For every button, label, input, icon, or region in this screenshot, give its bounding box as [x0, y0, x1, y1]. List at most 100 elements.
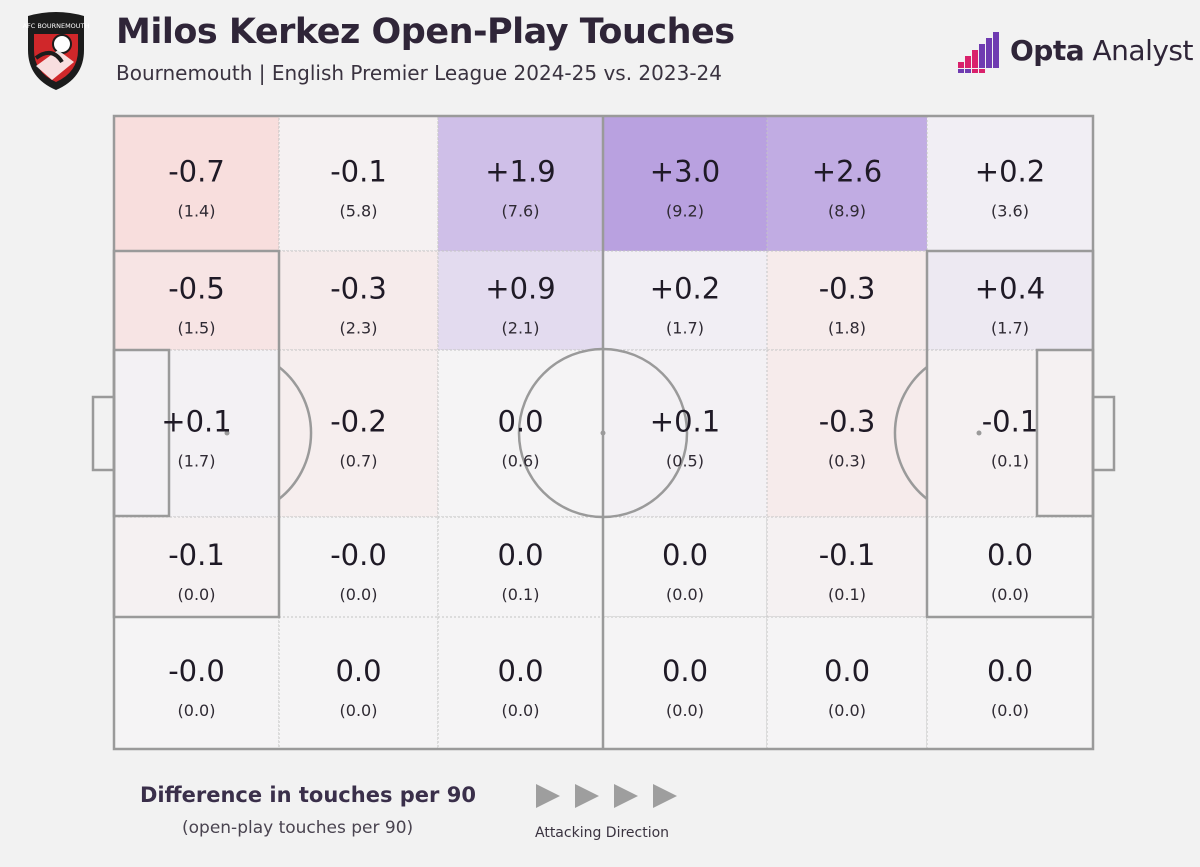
cell-diff-value: +0.2 — [975, 155, 1045, 189]
left-goal — [91, 395, 116, 472]
cell-diff-value: 0.0 — [662, 538, 708, 572]
cell-labels: -0.7 (1.4) -0.1 (5.8) +1.9 (7.6) +3.0 (9.2) +2.6… — [161, 155, 1045, 721]
play-arrow-icon — [575, 784, 599, 808]
heatmap-cells — [113, 115, 1094, 750]
cell-diff-value: +2.6 — [812, 155, 882, 189]
brand-light: Analyst — [1084, 34, 1194, 67]
play-arrow-icon — [653, 784, 677, 808]
heatmap-cell — [113, 250, 280, 351]
heatmap-cell — [926, 516, 1094, 618]
heatmap-cell — [437, 250, 604, 351]
heatmap-cell — [602, 349, 768, 518]
attacking-direction-label: Attacking Direction — [535, 825, 670, 841]
opta-logo-icon — [958, 32, 999, 73]
logo-bar — [965, 69, 971, 73]
brand-bold: Opta — [1010, 34, 1085, 67]
cell-diff-value: +0.9 — [485, 272, 555, 306]
cell-diff-value: +0.4 — [975, 272, 1045, 306]
cell-base-value: (0.0) — [178, 701, 216, 720]
cell-diff-value: 0.0 — [824, 654, 870, 688]
right-penalty-spot — [976, 430, 982, 436]
cell-base-value: (0.0) — [340, 701, 378, 720]
cell-diff-value: -0.1 — [330, 155, 387, 189]
heatmap-cell — [602, 616, 768, 750]
play-arrow-icon — [614, 784, 638, 808]
heatmap-cell — [602, 115, 768, 252]
centre-circle — [517, 347, 689, 519]
cell-base-value: (5.8) — [340, 202, 378, 221]
cell-diff-value: 0.0 — [497, 654, 543, 688]
right-goal — [1091, 395, 1116, 472]
cell-base-value: (9.2) — [666, 202, 704, 221]
cell-diff-value: 0.0 — [987, 538, 1033, 572]
cell-base-value: (1.8) — [828, 319, 866, 338]
cell-base-value: (7.6) — [502, 202, 540, 221]
chart-title: Milos Kerkez Open-Play Touches — [116, 12, 735, 52]
cell-base-value: (0.3) — [828, 452, 866, 471]
logo-bar — [979, 44, 985, 68]
logo-bar — [972, 69, 978, 73]
cell-base-value: (1.7) — [666, 319, 704, 338]
heatmap-cell — [278, 115, 439, 252]
cell-base-value: (2.3) — [340, 319, 378, 338]
heatmap-cell — [113, 115, 280, 252]
badge-text: AFC BOURNEMOUTH — [23, 22, 90, 30]
cell-diff-value: 0.0 — [497, 538, 543, 572]
cell-base-value: (0.1) — [828, 585, 866, 604]
left-penalty-spot — [224, 430, 230, 436]
cell-diff-value: +3.0 — [650, 155, 720, 189]
logo-bar — [958, 69, 964, 73]
cell-diff-value: -0.1 — [982, 405, 1039, 439]
heatmap-cell — [437, 115, 604, 252]
cell-base-value: (8.9) — [828, 202, 866, 221]
right-penalty-arc — [893, 366, 928, 500]
cell-base-value: (1.7) — [991, 319, 1029, 338]
cell-diff-value: 0.0 — [497, 405, 543, 439]
chart-subtitle: Bournemouth | English Premier League 202… — [116, 61, 722, 85]
attacking-direction-arrows — [536, 784, 677, 808]
heatmap-cell — [278, 250, 439, 351]
cell-base-value: (0.0) — [666, 701, 704, 720]
heatmap-cell — [278, 616, 439, 750]
cell-base-value: (0.5) — [666, 452, 704, 471]
cell-base-value: (0.1) — [502, 585, 540, 604]
cell-diff-value: 0.0 — [987, 654, 1033, 688]
heatmap-cell — [926, 616, 1094, 750]
left-penalty-arc — [278, 366, 313, 500]
cell-diff-value: -0.7 — [168, 155, 225, 189]
logo-bar — [972, 50, 978, 68]
heatmap-cell — [926, 349, 1094, 518]
pitch-markings — [91, 114, 1116, 751]
logo-bar — [958, 62, 964, 68]
club-badge: AFC BOURNEMOUTH — [22, 10, 90, 92]
heatmap-cell — [437, 349, 604, 518]
cell-diff-value: -0.0 — [168, 654, 225, 688]
heatmap-cell — [113, 616, 280, 750]
cell-base-value: (0.0) — [991, 701, 1029, 720]
cell-diff-value: -0.0 — [330, 538, 387, 572]
cell-base-value: (1.7) — [178, 452, 216, 471]
cell-diff-value: -0.3 — [819, 405, 876, 439]
cell-diff-value: +0.1 — [650, 405, 720, 439]
heatmap-cell — [437, 616, 604, 750]
cell-diff-value: -0.3 — [330, 272, 387, 306]
play-arrow-icon — [536, 784, 560, 808]
cell-diff-value: 0.0 — [662, 654, 708, 688]
cell-diff-value: +0.1 — [161, 405, 231, 439]
heatmap-cell — [926, 250, 1094, 351]
cell-base-value: (0.0) — [502, 701, 540, 720]
cell-base-value: (0.0) — [178, 585, 216, 604]
heatmap-cell — [113, 349, 280, 518]
logo-bar — [979, 69, 985, 73]
cell-diff-value: -0.3 — [819, 272, 876, 306]
club-crest-icon: AFC BOURNEMOUTH — [23, 12, 90, 90]
heatmap-cell — [602, 516, 768, 618]
heatmap-cell — [766, 250, 928, 351]
cell-diff-value: -0.1 — [168, 538, 225, 572]
legend-subtitle: (open-play touches per 90) — [182, 818, 414, 838]
heatmap-cell — [766, 349, 928, 518]
heatmap-cell — [766, 516, 928, 618]
opta-analyst-logo: Opta Analyst — [958, 30, 1193, 74]
heatmap-cell — [602, 250, 768, 351]
